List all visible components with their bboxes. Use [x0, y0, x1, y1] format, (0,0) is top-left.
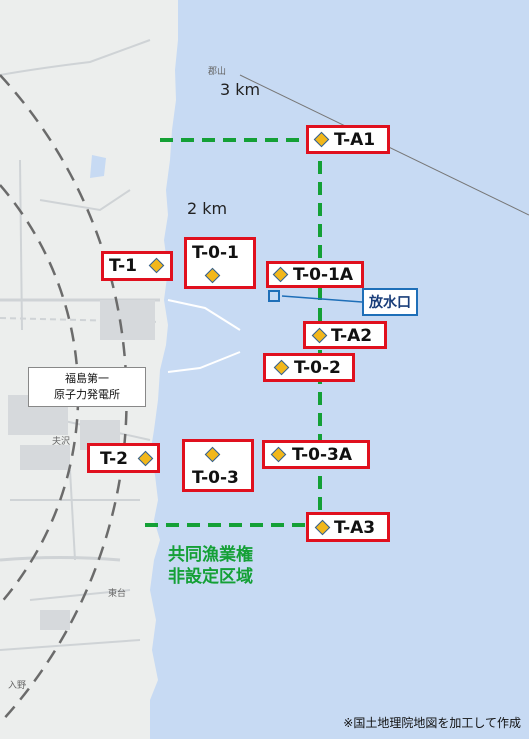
point-label: T-A1 — [334, 130, 376, 150]
monitoring-point-t-a2[interactable]: T-A2 — [303, 321, 387, 349]
place-name-koriyama: 郡山 — [208, 67, 227, 77]
point-label: T-0-1 — [192, 243, 239, 263]
point-marker-icon — [272, 266, 289, 283]
monitoring-point-t-2[interactable]: T-2 — [87, 443, 160, 473]
plant-label-line1: 福島第一 — [65, 372, 109, 385]
monitoring-point-t-a3[interactable]: T-A3 — [306, 512, 390, 542]
discharge-outlet-label: 放水口 — [362, 288, 418, 316]
point-marker-icon — [270, 446, 287, 463]
point-label: T-1 — [109, 256, 137, 276]
fishing-zone-label: 共同漁業権 非設定区域 — [168, 544, 253, 588]
point-marker-icon — [273, 359, 290, 376]
place-name-higashidai: 東台 — [108, 589, 127, 599]
point-marker-icon — [148, 257, 165, 274]
point-marker-icon — [137, 450, 154, 467]
point-marker-icon — [311, 327, 328, 344]
point-label: T-2 — [100, 449, 128, 469]
plant-label: 福島第一 原子力発電所 — [28, 367, 146, 407]
plant-label-line2: 原子力発電所 — [54, 388, 120, 401]
monitoring-point-t-0-1[interactable]: T-0-1 — [184, 237, 256, 289]
map-credit: ※国土地理院地図を加工して作成 — [343, 716, 521, 730]
point-label: T-0-2 — [294, 358, 341, 378]
point-marker-icon — [313, 131, 330, 148]
point-label: T-A2 — [331, 326, 373, 346]
monitoring-point-t-0-3[interactable]: T-0-3 — [182, 439, 254, 492]
point-label: T-0-1A — [293, 265, 354, 285]
point-label: T-A3 — [334, 518, 376, 538]
ring-label-2km: 2 km — [187, 199, 228, 218]
monitoring-point-t-1[interactable]: T-1 — [101, 251, 173, 281]
monitoring-point-t-0-2[interactable]: T-0-2 — [263, 353, 355, 382]
ring-label-3km: 3 km — [220, 80, 261, 99]
place-name-ottozawa: 夫沢 — [52, 437, 71, 447]
point-marker-icon — [204, 267, 221, 284]
pond — [90, 155, 106, 178]
point-marker-icon — [314, 519, 331, 536]
monitoring-point-t-a1[interactable]: T-A1 — [306, 125, 390, 154]
discharge-outlet-marker[interactable] — [268, 290, 280, 302]
outlet-line — [281, 295, 363, 303]
fishing-zone-line1: 共同漁業権 — [168, 545, 253, 565]
monitoring-point-t-0-1a[interactable]: T-0-1A — [266, 261, 364, 288]
land-features — [0, 39, 161, 651]
point-label: T-0-3A — [292, 445, 353, 465]
place-name-irino: 入野 — [8, 681, 27, 691]
harbour — [167, 299, 241, 373]
point-marker-icon — [204, 446, 221, 463]
monitoring-point-t-0-3a[interactable]: T-0-3A — [262, 440, 370, 469]
fishing-zone-line2: 非設定区域 — [168, 567, 253, 587]
point-label: T-0-3 — [192, 468, 239, 488]
